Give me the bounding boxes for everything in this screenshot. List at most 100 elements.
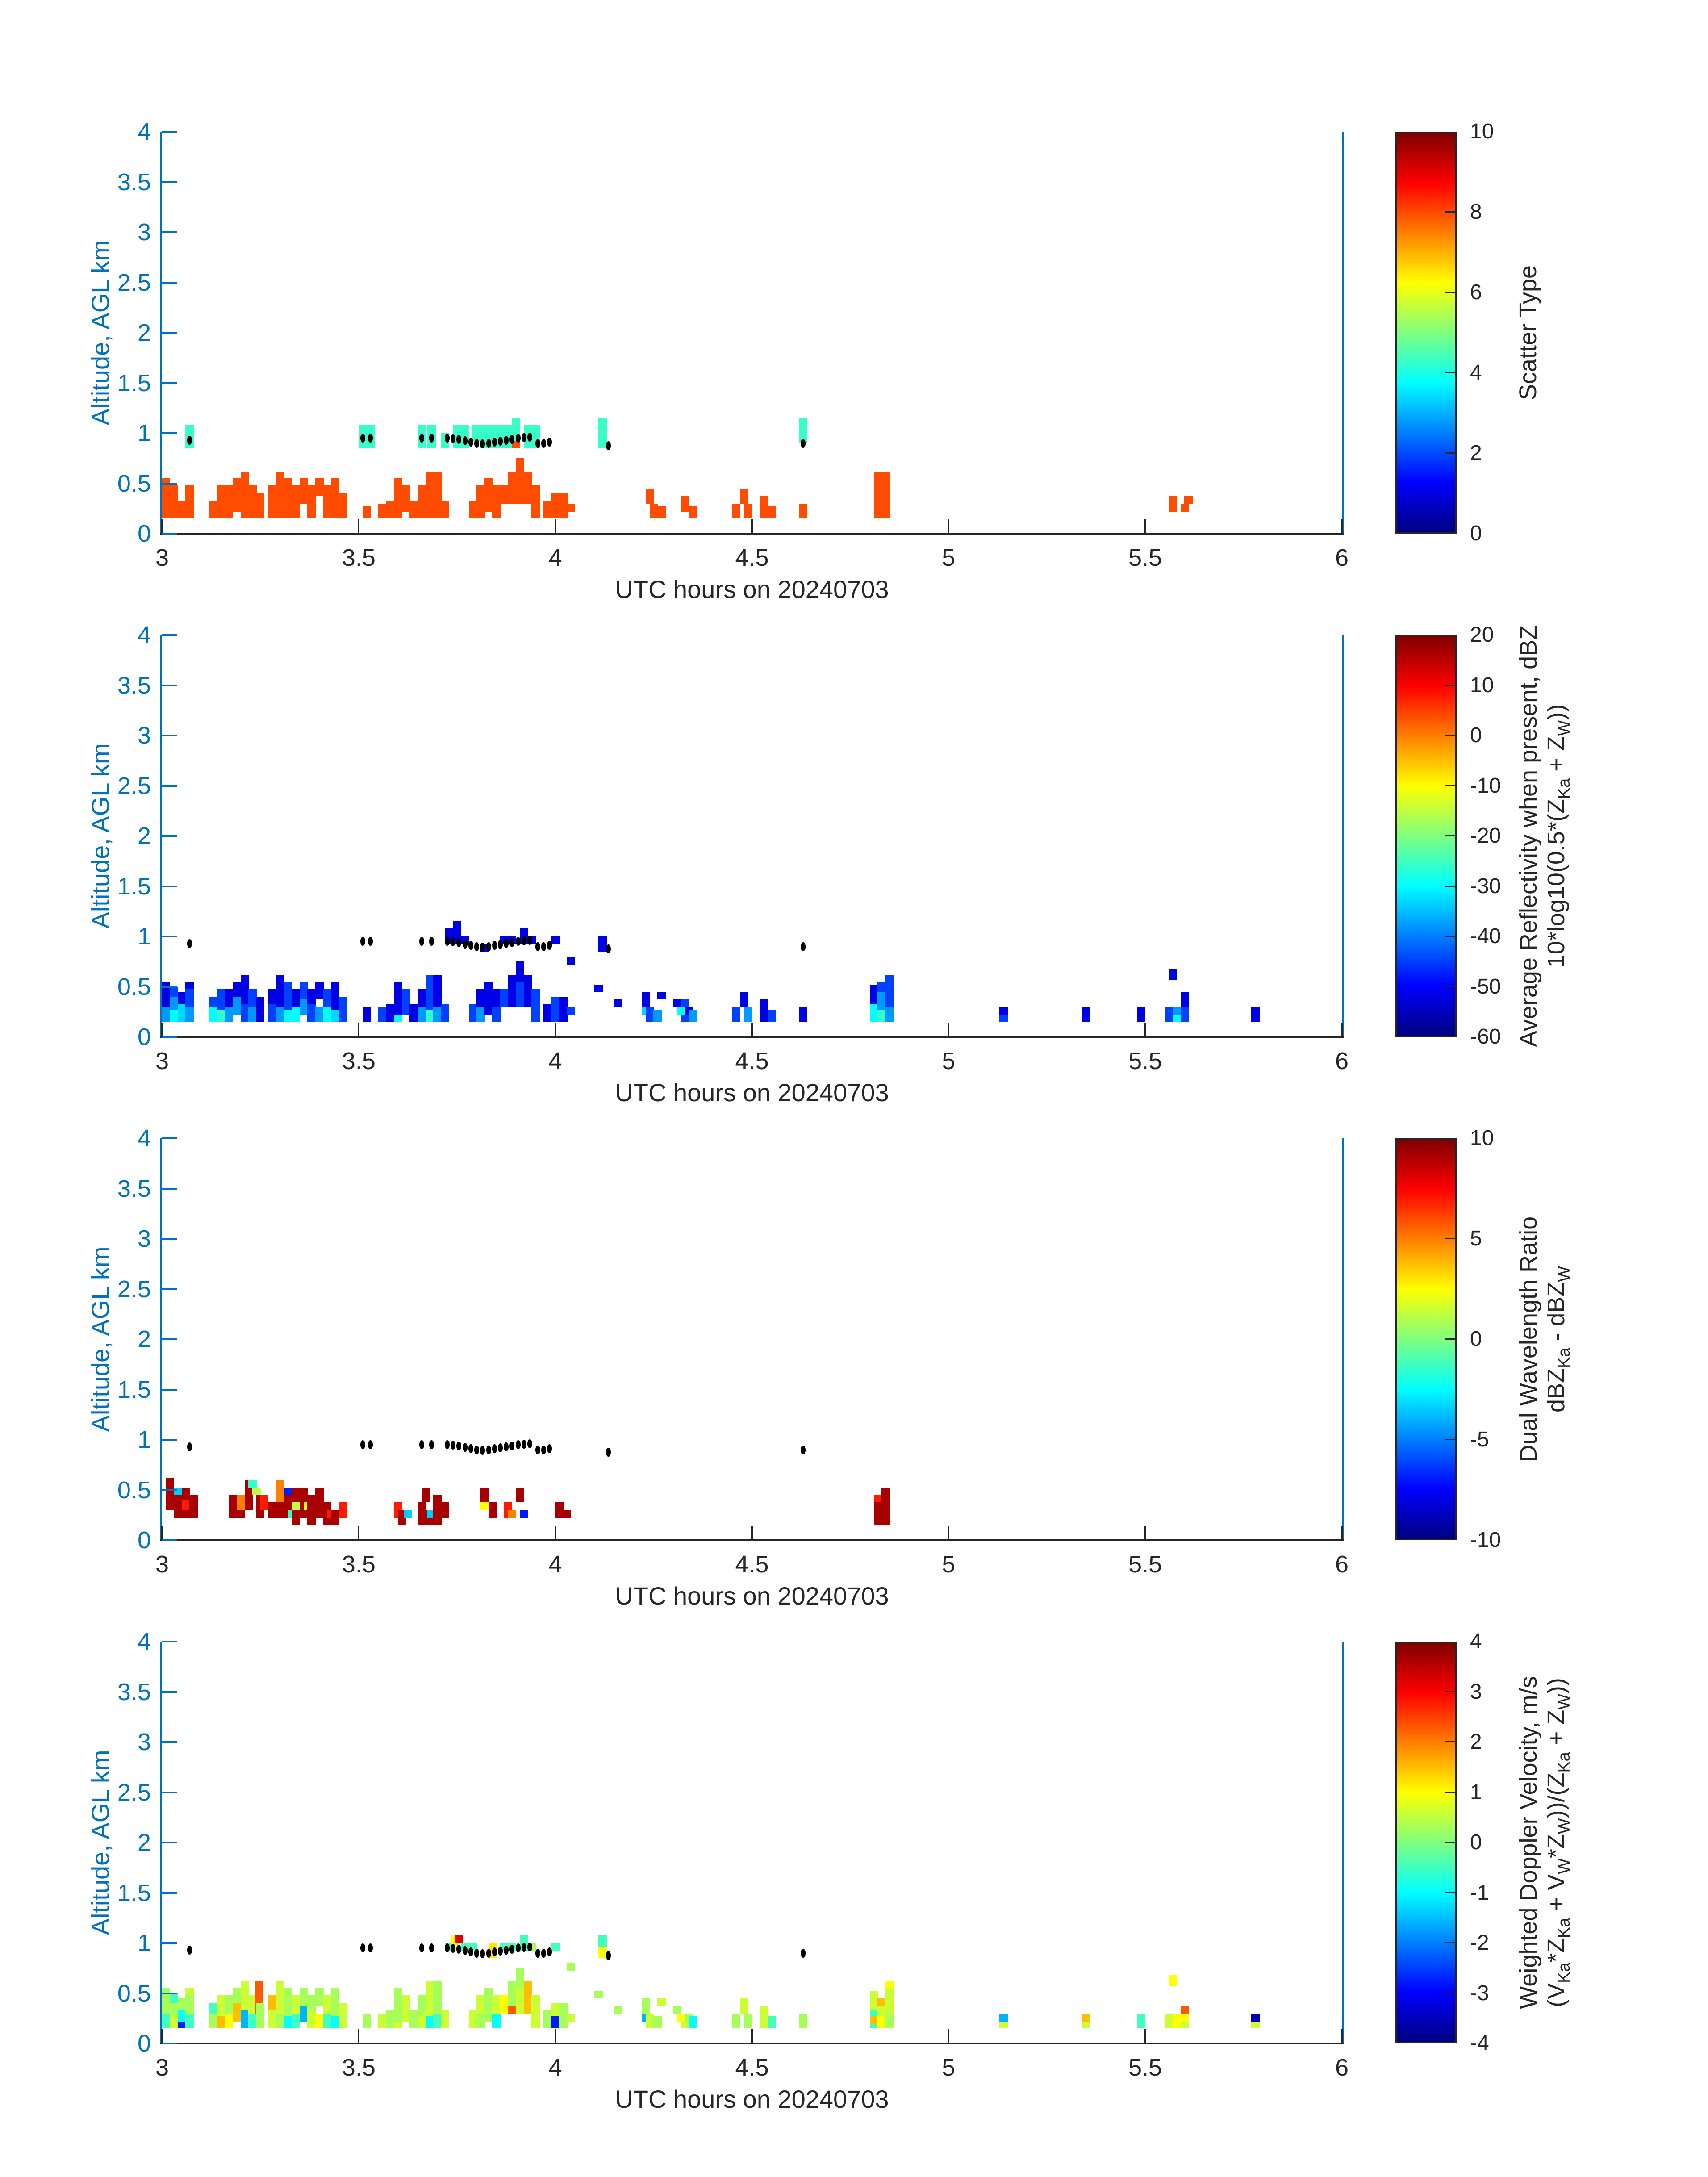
y-tick xyxy=(162,1489,177,1491)
heatmap-cell xyxy=(1180,991,1189,1007)
heatmap-cell xyxy=(170,1993,178,2003)
heatmap-cell xyxy=(240,1981,249,2010)
heatmap-cell xyxy=(492,485,501,519)
heatmap-cell xyxy=(170,997,178,1010)
heatmap-cell xyxy=(500,989,509,1007)
x-tick xyxy=(161,519,163,533)
heatmap-cell xyxy=(378,2013,387,2029)
data-dot-marker xyxy=(480,1446,485,1455)
heatmap-cell xyxy=(307,989,316,1004)
data-dot-marker xyxy=(468,941,473,950)
data-dot-marker xyxy=(547,1947,552,1957)
heatmap-cell xyxy=(480,1502,489,1510)
data-dot-marker xyxy=(187,435,192,445)
y-tick xyxy=(162,684,177,686)
y-tick xyxy=(162,1187,177,1190)
heatmap-cell xyxy=(185,982,194,989)
heatmap-cell xyxy=(209,500,217,519)
y-tick-label: 0.5 xyxy=(117,1476,151,1504)
colorbar-gradient xyxy=(1395,132,1457,534)
heatmap-cell xyxy=(401,1995,410,2022)
heatmap-cell xyxy=(1172,1015,1181,1022)
heatmap-cell xyxy=(689,2016,697,2029)
heatmap-cell xyxy=(869,1003,878,1022)
data-dot-marker xyxy=(527,1439,532,1448)
heatmap-cell xyxy=(881,1488,890,1525)
x-tick-label: 3 xyxy=(155,544,169,571)
heatmap-cell xyxy=(441,1003,450,1022)
heatmap-cell xyxy=(869,1991,878,2010)
colorbar-tick-label: -4 xyxy=(1470,2031,1489,2055)
heatmap-cell xyxy=(240,2010,249,2029)
heatmap-cell xyxy=(614,2005,622,2014)
colorbar-tick xyxy=(1445,1791,1456,1793)
x-tick-label: 6 xyxy=(1335,544,1349,571)
heatmap-cell xyxy=(240,974,249,1004)
x-tick xyxy=(161,1526,163,1539)
heatmap-cell xyxy=(873,471,882,519)
heatmap-cell xyxy=(645,1007,654,1022)
colorbar-tick-label: 3 xyxy=(1470,1680,1482,1704)
heatmap-cell xyxy=(177,1003,186,1022)
y-tick xyxy=(162,1238,177,1240)
heatmap-cell xyxy=(276,974,284,1007)
heatmap-cell xyxy=(323,1007,332,1022)
heatmap-cell xyxy=(508,471,516,504)
heatmap-cell xyxy=(531,485,540,519)
heatmap-cell xyxy=(500,485,509,504)
heatmap-cell xyxy=(185,1995,194,2014)
colorbar-tick xyxy=(1445,1992,1456,1994)
heatmap-cell xyxy=(177,2021,186,2029)
heatmap-cell xyxy=(260,1495,269,1510)
heatmap-cell xyxy=(307,1995,316,2010)
heatmap-cell xyxy=(885,974,894,1007)
heatmap-cell xyxy=(885,1007,894,1022)
colorbar-tick-label: 8 xyxy=(1470,200,1482,224)
heatmap-cell xyxy=(233,997,241,1015)
x-tick xyxy=(554,1526,556,1539)
heatmap-cell xyxy=(673,2005,681,2014)
heatmap-cell xyxy=(999,2021,1008,2029)
heatmap-cell xyxy=(555,1502,564,1518)
data-dot-marker xyxy=(527,1943,532,1951)
y-axis-label: Altitude, AGL km xyxy=(86,240,114,426)
y-tick-label: 0.5 xyxy=(117,470,151,497)
heatmap-cell xyxy=(425,974,434,1010)
heatmap-cell xyxy=(885,1981,894,2014)
heatmap-cell xyxy=(877,1998,886,2006)
heatmap-cell xyxy=(248,2013,257,2029)
y-tick-label: 0 xyxy=(137,1527,151,1554)
heatmap-cell xyxy=(248,485,257,519)
y-tick xyxy=(162,986,177,988)
data-dot-marker xyxy=(368,434,373,443)
heatmap-cell xyxy=(732,1007,740,1022)
heatmap-cell xyxy=(543,500,552,519)
heatmap-cell xyxy=(292,485,300,519)
y-axis-spine-right xyxy=(1342,132,1344,534)
y-tick-label: 2.5 xyxy=(117,1779,151,1806)
data-dot-marker xyxy=(547,941,552,950)
heatmap-cell xyxy=(177,500,186,519)
heatmap-cell xyxy=(1180,1007,1189,1022)
heatmap-cell xyxy=(598,418,607,448)
heatmap-cell xyxy=(256,997,265,1022)
x-axis-label: UTC hours on 20240703 xyxy=(615,2085,889,2113)
y-tick-label: 1.5 xyxy=(117,369,151,397)
heatmap-cell xyxy=(268,2010,276,2029)
heatmap-cell xyxy=(276,2013,284,2029)
data-dot-marker xyxy=(360,1440,365,1450)
heatmap-cell xyxy=(233,2003,241,2022)
data-dot-marker xyxy=(801,439,806,448)
data-dot-marker xyxy=(462,1442,468,1452)
heatmap-cell xyxy=(433,2013,442,2029)
y-tick xyxy=(162,2043,177,2044)
data-dot-marker xyxy=(515,1943,521,1953)
x-tick-label: 5.5 xyxy=(1128,2054,1162,2081)
heatmap-cell xyxy=(567,1007,576,1015)
x-tick xyxy=(1341,519,1343,533)
data-dot-marker xyxy=(462,1946,468,1955)
data-dot-marker xyxy=(451,1441,456,1450)
data-dot-marker xyxy=(187,1945,192,1955)
heatmap-cell xyxy=(378,503,387,519)
heatmap-cell xyxy=(472,425,481,441)
